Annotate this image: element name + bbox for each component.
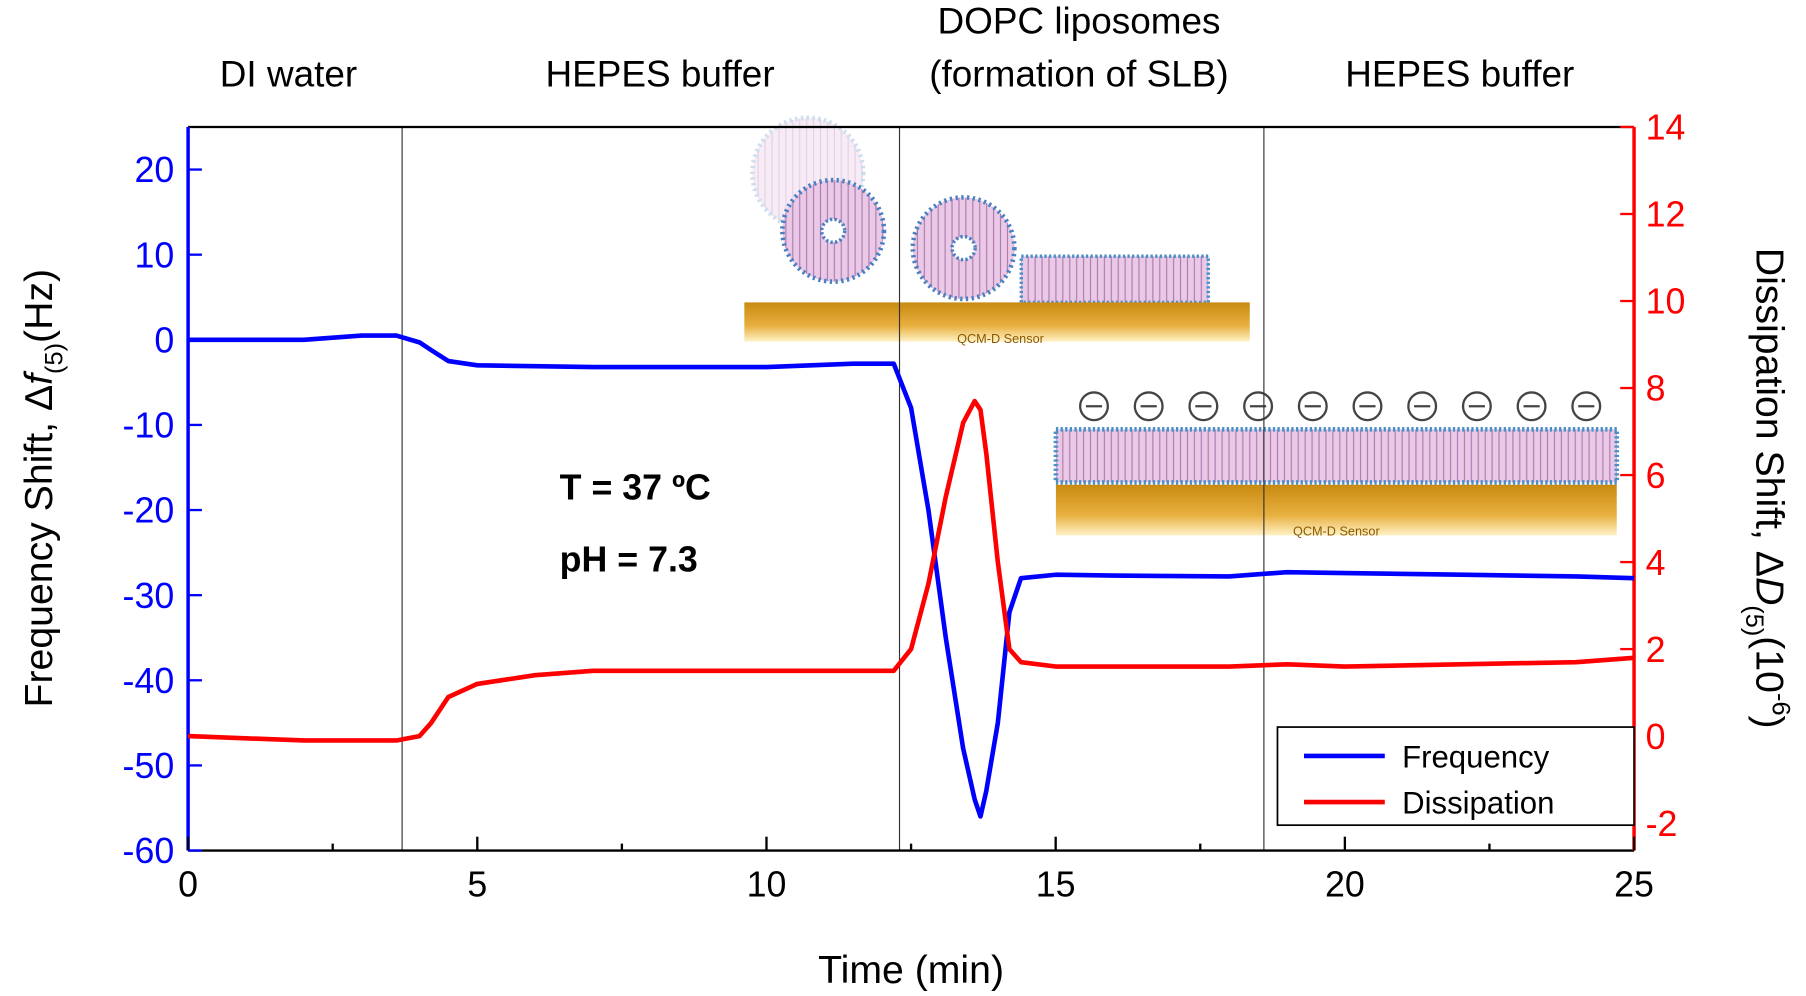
condition-label: T = 37 ºC <box>560 468 711 508</box>
x-tick-label: 0 <box>178 865 198 905</box>
phase-label: DI water <box>220 54 357 95</box>
y-tick-label: -30 <box>123 576 175 616</box>
y2-tick-label: 12 <box>1646 195 1686 235</box>
y-tick-label: -20 <box>123 491 175 531</box>
legend-label: Dissipation <box>1402 786 1554 821</box>
y2-tick-label: 0 <box>1646 717 1666 757</box>
y2-tick-label: 10 <box>1646 282 1686 322</box>
y2-tick-label: 4 <box>1646 543 1666 583</box>
x-tick-label: 10 <box>747 865 787 905</box>
label-part: (5) <box>40 343 68 374</box>
y-axis-label: Frequency Shift, Δf(5)(Hz) <box>17 269 68 708</box>
x-tick-label: 20 <box>1325 865 1365 905</box>
data-line <box>188 398 1635 743</box>
y2-tick-label: -2 <box>1646 804 1678 844</box>
label-part: Dissipation Shift, Δ <box>1747 248 1791 577</box>
x-tick-label: 5 <box>467 865 487 905</box>
y-tick-label: -40 <box>123 661 175 701</box>
phase-label: DOPC liposomes <box>937 1 1220 42</box>
y-tick-label: -10 <box>123 406 175 446</box>
x-tick-label: 15 <box>1036 865 1076 905</box>
label-part: ) <box>1747 716 1791 729</box>
x-tick-label: 25 <box>1614 865 1654 905</box>
inset-label: QCM-D Sensor <box>957 332 1044 346</box>
inset-liposome <box>744 115 1250 342</box>
label-part: Frequency Shift, Δ <box>17 385 61 708</box>
y2-tick-label: 8 <box>1646 369 1666 409</box>
legend-label: Frequency <box>1402 739 1550 774</box>
y-tick-label: -60 <box>123 831 175 871</box>
y2-tick-label: 6 <box>1646 456 1666 496</box>
label-part: (5) <box>1740 605 1768 636</box>
phase-label: HEPES buffer <box>1345 54 1574 95</box>
y2-axis-label: Dissipation Shift, ΔD(5)(10-6) <box>1740 248 1795 729</box>
legend-box <box>1276 726 1635 827</box>
label-part: D <box>1747 577 1791 605</box>
data-line <box>188 333 1635 819</box>
label-part: (10 <box>1747 636 1791 693</box>
y-tick-label: 20 <box>134 150 174 190</box>
phase-label: HEPES buffer <box>546 54 775 95</box>
phase-label: (formation of SLB) <box>929 54 1228 95</box>
label-part: (Hz) <box>17 269 61 343</box>
y-tick-label: 10 <box>134 235 174 275</box>
x-axis-label: Time (min) <box>818 948 1004 992</box>
y2-tick-label: 2 <box>1646 630 1666 670</box>
inset-bilayer <box>1053 391 1620 536</box>
label-part: f <box>17 370 61 385</box>
condition-label: pH = 7.3 <box>560 539 698 579</box>
y2-tick-label: 14 <box>1646 108 1686 148</box>
y-tick-label: 0 <box>154 320 174 360</box>
y-tick-label: -50 <box>123 746 175 786</box>
label-part: -6 <box>1767 693 1795 716</box>
inset-label: QCM-D Sensor <box>1293 525 1380 539</box>
